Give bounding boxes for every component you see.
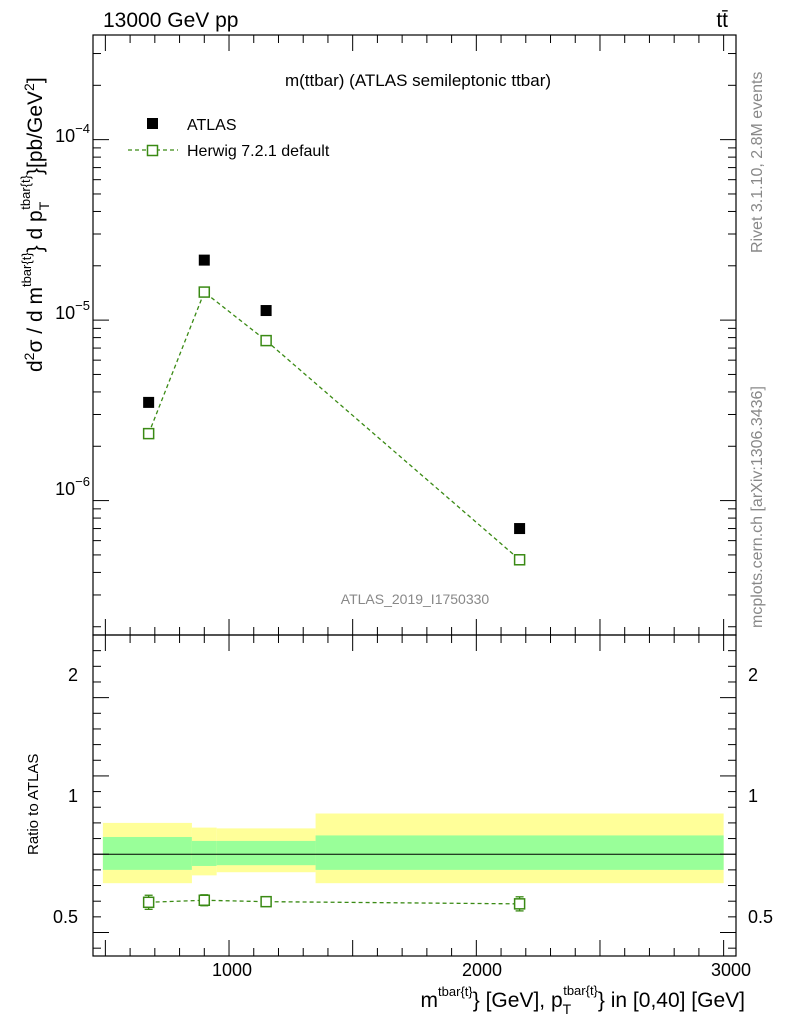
- legend: ATLAS Herwig 7.2.1 default: [128, 117, 330, 160]
- inner-band: [315, 835, 724, 870]
- ratio-frame: [92, 634, 737, 957]
- rivet-version-text: Rivet 3.1.10, 2.8M events: [749, 72, 766, 253]
- main-axis-ticks: [93, 35, 736, 635]
- source-text: mcplots.cern.ch [arXiv:1306.3436]: [749, 386, 766, 628]
- y-tick-label-1e-6: 10−6: [55, 474, 90, 499]
- herwig-point: [513, 554, 526, 566]
- ratio-herwig-line: [148, 899, 520, 905]
- x-axis-label: mtbar{t}} [GeV], pTtbar{t}} in [0,40] [G…: [421, 983, 745, 1017]
- ratio-y-tick-label-2: 2: [68, 665, 78, 685]
- main-y-axis-label: d2σ / d mtbar{t}} d pTtbar{t}}[pb/GeV2]: [18, 77, 52, 372]
- x-tick-label-3000: 3000: [711, 960, 751, 980]
- atlas-point: [260, 305, 272, 317]
- legend-atlas-marker: [147, 118, 158, 129]
- ratio-panel: 0.5 1 2 0.5 1 2 1000 2000 3000 Ratio to …: [25, 634, 773, 1017]
- atlas-point: [198, 254, 210, 266]
- ratio-uncertainty-bands: [102, 813, 724, 884]
- main-panel: 10−6 10−5 10−4 m(ttbar) (ATLAS semilepto…: [18, 34, 737, 636]
- main-data-marks: [142, 254, 526, 566]
- y-tick-label-1e-4: 10−4: [55, 121, 90, 146]
- ratio-y-tick-label-0.5: 0.5: [53, 907, 78, 927]
- energy-label: 13000 GeV pp: [103, 9, 238, 32]
- herwig-line: [148, 291, 521, 561]
- svg-text:d2σ / d mtbar{t}} d pTtbar{t}: d2σ / d mtbar{t}} d pTtbar{t}}[pb/GeV2]: [18, 77, 52, 372]
- ratio-y-axis-label: Ratio to ATLAS: [25, 754, 42, 855]
- inner-band: [191, 840, 217, 866]
- analysis-watermark: ATLAS_2019_I1750330: [341, 591, 490, 607]
- herwig-point: [260, 334, 272, 347]
- process-label: tt̄: [716, 9, 728, 32]
- legend-herwig-label: Herwig 7.2.1 default: [187, 143, 330, 160]
- y-tick-label-1e-5: 10−5: [55, 298, 90, 323]
- atlas-point: [514, 523, 526, 535]
- herwig-point: [198, 286, 211, 298]
- ratio-herwig-point: [198, 894, 211, 907]
- main-y-tick-labels: 10−6 10−5 10−4: [55, 121, 90, 499]
- ratio-herwig-point: [260, 895, 272, 908]
- inner-band: [102, 836, 192, 870]
- ratio-y-tick-label-right-2: 2: [748, 665, 758, 685]
- ratio-herwig-point: [142, 896, 155, 909]
- legend-herwig-marker: [146, 144, 159, 157]
- ratio-axis-ticks: [93, 635, 736, 956]
- herwig-point: [142, 427, 155, 440]
- ratio-y-tick-label-right-0.5: 0.5: [748, 907, 773, 927]
- ratio-y-tick-label-right-1: 1: [748, 786, 758, 806]
- plot-title: m(ttbar) (ATLAS semileptonic ttbar): [285, 71, 551, 90]
- ratio-data-marks: [142, 894, 526, 912]
- ratio-y-tick-label-1: 1: [68, 786, 78, 806]
- x-tick-label-1000: 1000: [212, 960, 252, 980]
- legend-atlas-label: ATLAS: [187, 117, 237, 134]
- atlas-point: [143, 396, 155, 408]
- inner-band: [216, 840, 316, 866]
- x-tick-label-2000: 2000: [462, 960, 502, 980]
- ratio-herwig-point: [513, 898, 526, 910]
